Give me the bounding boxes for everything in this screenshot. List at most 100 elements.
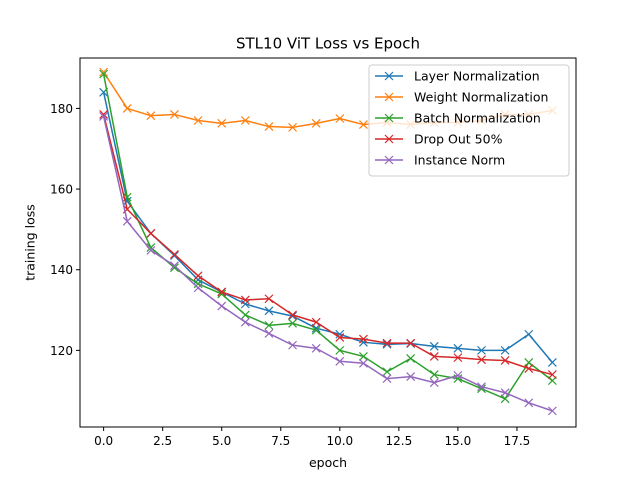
- data-point: [122, 103, 132, 113]
- data-point: [335, 333, 345, 342]
- data-point: [429, 352, 439, 361]
- data-point: [264, 306, 274, 316]
- data-point: [335, 345, 345, 355]
- data-point: [477, 345, 486, 355]
- data-point: [311, 317, 321, 327]
- legend-item: Weight Normalization: [375, 90, 548, 105]
- legend: Layer Normalization Weight Normalization B…: [368, 64, 570, 177]
- legend-item: Layer Normalization: [375, 69, 540, 84]
- x-tick-label: 15.0: [445, 434, 472, 448]
- data-point: [382, 374, 392, 384]
- data-point: [524, 329, 534, 339]
- axes-frame: [79, 57, 577, 428]
- data-point: [453, 353, 463, 363]
- data-point: [311, 118, 321, 128]
- y-tick-label: 120: [50, 344, 73, 358]
- data-point: [335, 356, 345, 366]
- legend-label: Weight Normalization: [414, 90, 548, 105]
- data-point: [406, 338, 416, 348]
- data-point: [217, 301, 227, 311]
- data-point: [406, 354, 416, 363]
- data-point: [477, 382, 486, 392]
- data-point: [99, 67, 109, 77]
- data-point: [193, 116, 203, 125]
- data-point: [288, 318, 297, 328]
- data-point: [217, 289, 227, 299]
- data-point: [429, 341, 439, 351]
- legend-label: Instance Norm: [414, 153, 505, 168]
- data-point: [170, 249, 179, 259]
- data-point: [547, 406, 557, 416]
- data-point: [146, 243, 156, 252]
- data-point: [547, 358, 557, 367]
- data-point: [264, 294, 274, 304]
- x-tick-label: 12.5: [385, 434, 412, 448]
- x-axis-label: epoch: [309, 455, 347, 470]
- legend-item: Batch Normalization: [375, 111, 541, 126]
- data-point: [217, 118, 227, 128]
- data-point: [217, 287, 227, 297]
- data-point: [122, 216, 132, 226]
- data-point: [500, 345, 510, 355]
- legend-swatch-marker: [384, 113, 394, 123]
- data-point: [453, 343, 463, 353]
- data-point: [288, 310, 297, 320]
- x-tick-label: 17.5: [504, 434, 531, 448]
- legend-swatch-marker: [384, 134, 394, 144]
- x-tick-label: 10.0: [326, 434, 353, 448]
- data-point: [406, 372, 416, 382]
- data-point: [500, 388, 510, 398]
- series-layer: [99, 67, 557, 416]
- data-point: [359, 358, 368, 368]
- data-point: [170, 261, 179, 271]
- chart-title: STL10 ViT Loss vs Epoch: [236, 35, 420, 53]
- data-point: [240, 295, 250, 305]
- data-point: [170, 263, 179, 273]
- legend-label: Batch Normalization: [414, 111, 541, 126]
- y-axis-label: training loss: [23, 204, 38, 281]
- data-point: [382, 338, 392, 348]
- data-point: [264, 122, 274, 131]
- data-point: [311, 325, 321, 335]
- data-point: [382, 339, 392, 349]
- data-point: [382, 367, 392, 377]
- legend-item: Drop Out 50%: [375, 132, 503, 147]
- data-point: [429, 370, 439, 379]
- data-point: [288, 340, 297, 350]
- data-point: [99, 69, 109, 79]
- legend-label: Layer Normalization: [414, 69, 540, 84]
- x-tick-label: 5.0: [212, 434, 231, 448]
- data-point: [193, 271, 203, 281]
- data-point: [99, 112, 109, 121]
- series-instance-norm: [99, 112, 557, 416]
- legend-label: Drop Out 50%: [414, 132, 503, 147]
- data-point: [193, 279, 203, 289]
- series-drop-out-50: [99, 110, 557, 379]
- x-tick-label: 0.0: [94, 434, 113, 448]
- y-tick-label: 140: [50, 263, 73, 277]
- legend-swatch-marker: [384, 92, 394, 102]
- data-point: [99, 110, 109, 119]
- data-point: [170, 110, 179, 119]
- data-point: [500, 356, 510, 365]
- data-point: [146, 245, 156, 255]
- data-point: [146, 111, 156, 121]
- data-point: [240, 299, 250, 309]
- data-point: [311, 343, 321, 353]
- data-point: [547, 370, 557, 379]
- data-point: [359, 334, 368, 344]
- data-point: [359, 352, 368, 361]
- data-point: [193, 283, 203, 293]
- y-tick-label: 180: [50, 102, 73, 116]
- x-axis: 0.0 2.5 5.0 7.5 10.0 12.5 15.0 17.5: [94, 427, 530, 448]
- legend-swatch-marker: [384, 71, 394, 81]
- legend-item: Instance Norm: [375, 153, 505, 168]
- x-tick-label: 2.5: [153, 434, 172, 448]
- data-point: [240, 310, 250, 320]
- data-point: [477, 355, 486, 365]
- data-point: [240, 116, 250, 125]
- data-point: [264, 320, 274, 330]
- data-point: [240, 317, 250, 327]
- data-point: [524, 398, 534, 408]
